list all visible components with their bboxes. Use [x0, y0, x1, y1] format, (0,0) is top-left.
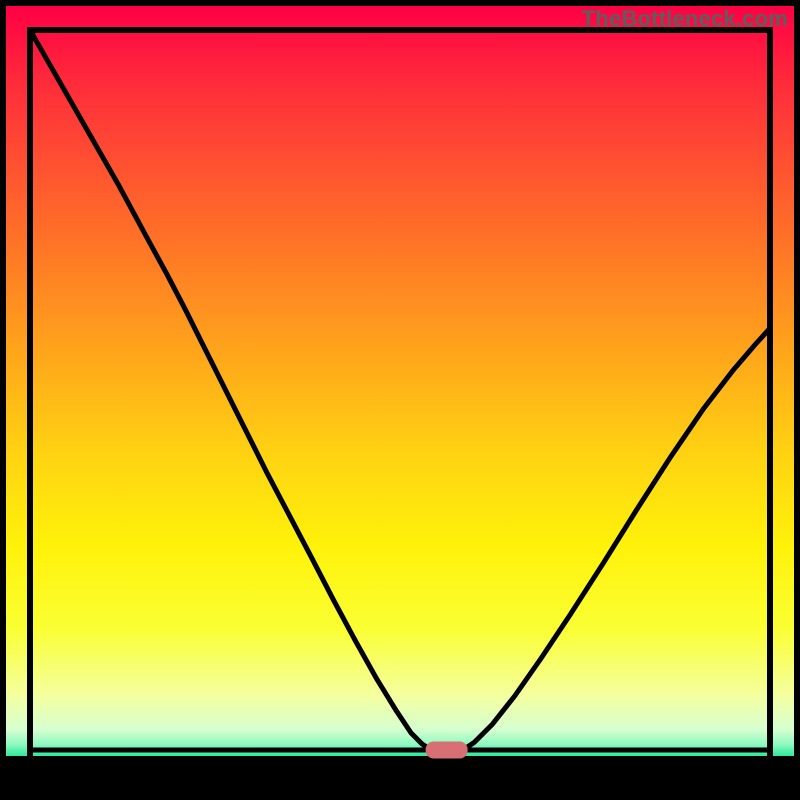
chart-gradient-bg	[6, 6, 794, 756]
bottleneck-chart	[0, 0, 800, 800]
chart-container: { "watermark": { "text": "TheBottleneck.…	[0, 0, 800, 800]
optimal-marker	[426, 742, 468, 759]
watermark-text: TheBottleneck.com	[582, 6, 788, 32]
